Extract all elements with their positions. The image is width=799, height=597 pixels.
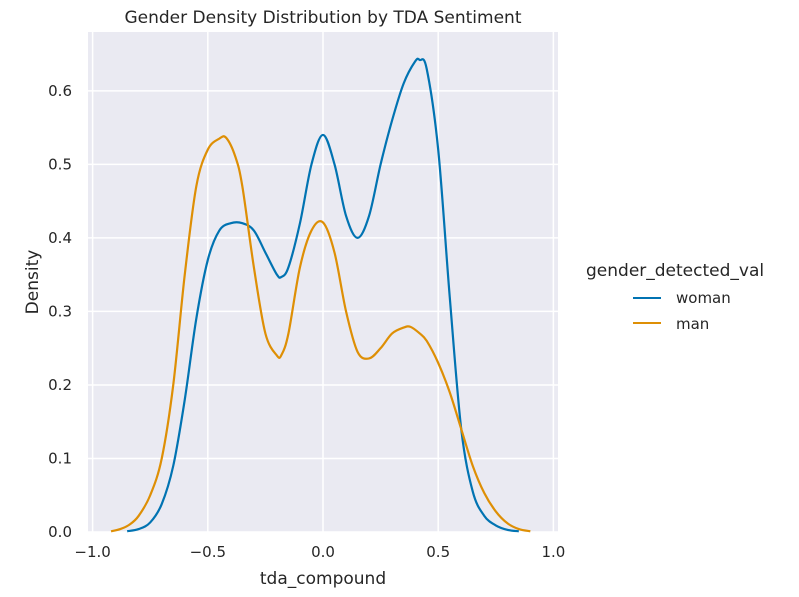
chart-title: Gender Density Distribution by TDA Senti…: [124, 8, 521, 28]
series-lines: [110, 57, 531, 533]
x-tick-label: 1.0: [541, 543, 565, 561]
y-tick-labels: 0.0 0.1 0.2 0.3 0.4 0.5 0.6: [48, 82, 72, 541]
legend-title: gender_detected_val: [586, 261, 764, 281]
legend-label-woman: woman: [676, 289, 731, 307]
x-tick-label: −0.5: [190, 543, 226, 561]
series-line-woman: [126, 57, 519, 533]
legend-label-man: man: [676, 315, 709, 333]
x-tick-label: 0.0: [311, 543, 335, 561]
x-axis-title: tda_compound: [260, 569, 386, 589]
x-tick-labels: −1.0 −0.5 0.0 0.5 1.0: [74, 543, 565, 561]
y-axis-title: Density: [23, 250, 43, 315]
y-tick-label: 0.2: [48, 376, 72, 394]
y-tick-label: 0.1: [48, 449, 72, 467]
series-line-man: [110, 135, 531, 533]
y-tick-label: 0.5: [48, 155, 72, 173]
x-tick-label: −1.0: [74, 543, 110, 561]
y-tick-label: 0.6: [48, 82, 72, 100]
y-tick-label: 0.4: [48, 229, 72, 247]
grid-lines: [88, 32, 558, 533]
legend: gender_detected_val woman man: [586, 261, 764, 333]
y-tick-label: 0.3: [48, 302, 72, 320]
x-tick-label: 0.5: [426, 543, 450, 561]
y-tick-label: 0.0: [48, 523, 72, 541]
